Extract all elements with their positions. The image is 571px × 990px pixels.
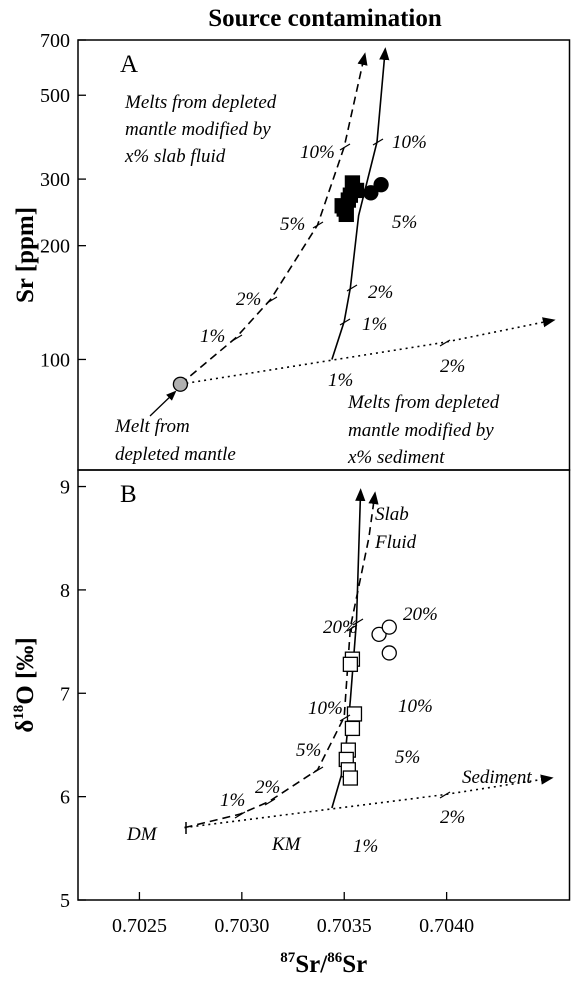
x-axis-label: 87Sr/86Sr	[280, 950, 367, 978]
annotation: 20%	[323, 617, 358, 638]
annotation: depleted mantle	[115, 444, 236, 465]
pointer-arrow	[149, 390, 177, 417]
x-axis-label-part: 87	[280, 950, 296, 966]
square-point	[338, 206, 354, 223]
curve-tick	[312, 221, 324, 229]
curve-tick	[231, 334, 243, 342]
annotation: 20%	[403, 604, 438, 625]
circle-point	[381, 645, 397, 661]
curve-tick	[339, 714, 351, 722]
y-tick-label: 5	[60, 890, 70, 912]
x-axis-label-part: Sr	[342, 951, 367, 978]
curve-tick	[312, 766, 324, 774]
y-tick-label: 700	[40, 30, 70, 52]
curve-tick	[439, 339, 451, 347]
curve-tick	[439, 791, 451, 799]
panel-label: B	[120, 481, 137, 508]
y-axis-label-part: 18	[11, 705, 27, 720]
x-tick-label: 0.7030	[214, 915, 269, 937]
annotation: mantle modified by	[125, 119, 271, 140]
circle-point	[363, 185, 379, 201]
annotation: Fluid	[374, 532, 417, 553]
y-tick-label: 100	[40, 349, 70, 371]
chart-title: Source contamination	[208, 5, 442, 32]
y-tick-label: 7	[60, 683, 70, 705]
annotation: 10%	[300, 142, 335, 163]
annotation: KM	[271, 834, 302, 855]
y-tick-label: 9	[60, 477, 70, 499]
annotation: 2%	[368, 282, 393, 303]
curve-tick	[372, 138, 384, 146]
annotation: Melts from depleted	[124, 92, 277, 113]
y-tick-label: 200	[40, 236, 70, 258]
annotation: 2%	[236, 289, 261, 310]
annotation: 10%	[398, 696, 433, 717]
y-tick-label: 500	[40, 85, 70, 107]
square-point	[346, 706, 363, 722]
panel-label: A	[120, 51, 138, 78]
square-point	[342, 770, 359, 786]
curve-tick	[346, 624, 358, 632]
x-axis-label-part: 86	[327, 950, 343, 966]
annotation: 1%	[353, 836, 378, 857]
x-tick-label: 0.7025	[112, 915, 167, 937]
annotation: x% slab fluid	[124, 146, 226, 167]
curve	[184, 491, 379, 829]
annotation: Sediment	[462, 767, 532, 788]
curve-tick	[234, 811, 246, 819]
x-axis-label-part: Sr/	[295, 951, 328, 978]
y-tick-label: 300	[40, 169, 70, 191]
y-axis-label-part: O [‰]	[12, 637, 39, 704]
curve-tick	[264, 798, 276, 806]
square-point	[344, 720, 361, 737]
annotation: DM	[126, 824, 158, 845]
y-tick-label: 6	[60, 787, 70, 809]
circle-point	[172, 376, 189, 392]
circle-point	[371, 626, 387, 643]
circle-point	[381, 619, 397, 635]
annotation: 5%	[296, 740, 321, 761]
plot-frame	[77, 469, 571, 901]
annotation: x% sediment	[347, 447, 445, 468]
x-tick-label: 0.7035	[317, 915, 372, 937]
annotation: mantle modified by	[348, 420, 494, 441]
annotation: 1%	[220, 790, 245, 811]
y-tick-label: 8	[60, 580, 70, 602]
annotation: Melts from depleted	[347, 392, 500, 413]
circle-point	[373, 177, 389, 193]
annotation: 2%	[440, 356, 465, 377]
annotation: 1%	[328, 370, 353, 391]
annotation: 5%	[395, 747, 420, 768]
y-axis-label: δ18O [‰]	[11, 637, 39, 732]
curve-tick	[346, 284, 358, 292]
curve	[331, 47, 390, 360]
annotation: 2%	[440, 807, 465, 828]
y-axis-label-part: δ	[12, 720, 39, 733]
curve-tick	[266, 296, 278, 304]
annotation: 1%	[200, 326, 225, 347]
annotation: Melt from	[114, 416, 190, 437]
annotation: 1%	[362, 314, 387, 335]
y-axis-label: Sr [ppm]	[12, 207, 39, 303]
annotation: 5%	[392, 212, 417, 233]
curve-tick	[339, 318, 351, 326]
curve	[331, 488, 366, 809]
x-tick-label: 0.7040	[419, 915, 474, 937]
annotation: 10%	[308, 698, 343, 719]
square-point	[342, 656, 359, 672]
curve-tick	[339, 143, 351, 151]
curve-tick	[352, 618, 364, 626]
annotation: Slab	[375, 504, 409, 525]
annotation: 2%	[255, 777, 280, 798]
annotation: 5%	[280, 214, 305, 235]
annotation: 10%	[392, 132, 427, 153]
